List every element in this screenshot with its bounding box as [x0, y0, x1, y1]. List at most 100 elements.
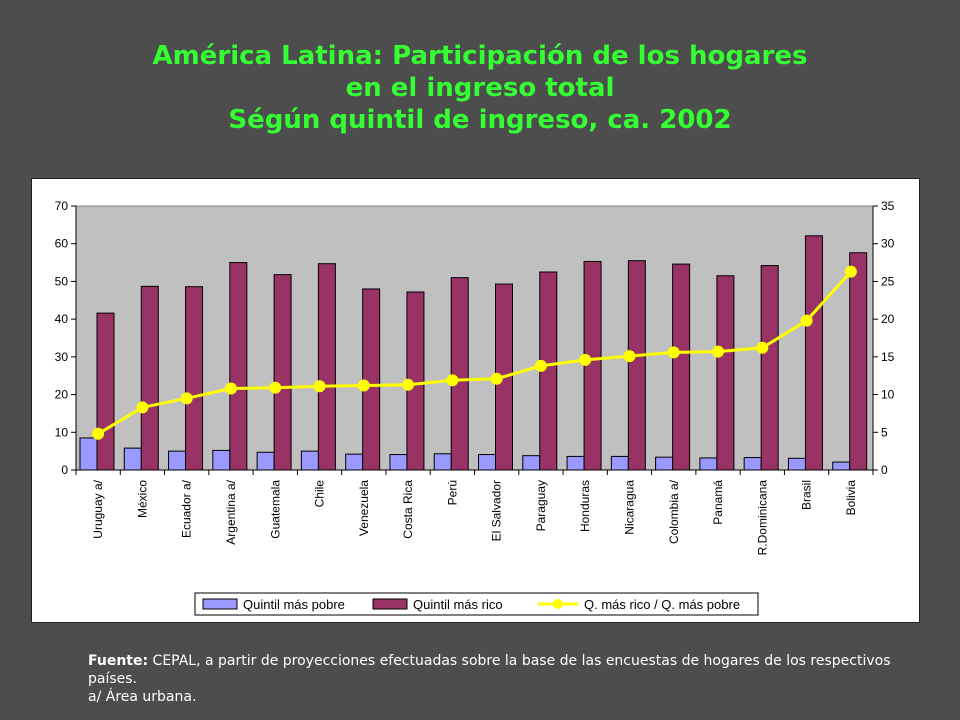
left-tick-label: 20 [55, 388, 69, 402]
left-tick-label: 0 [61, 463, 68, 477]
bar-richest [96, 312, 115, 471]
ratio-point [800, 314, 813, 327]
bar-richest [804, 235, 823, 471]
bar-richest [716, 275, 735, 471]
bar-richest [229, 262, 248, 471]
category-label: Brasil [800, 480, 814, 510]
ratio-point [92, 427, 105, 440]
bar-poorest [655, 456, 674, 471]
bar-poorest [522, 455, 541, 471]
bar-poorest [300, 450, 319, 471]
left-tick-label: 60 [55, 237, 69, 251]
category-label: Nicaragua [622, 480, 636, 535]
bar-poorest [79, 437, 98, 471]
chart-svg: 0 10 20 30 40 50 60 70 0 5 10 15 20 25 30 35 Uruguay a/M… [55, 199, 895, 616]
right-tick-label: 10 [881, 388, 895, 402]
plot-area [75, 205, 874, 471]
title-line-2: en el ingreso total [345, 73, 615, 103]
bar-richest [583, 260, 602, 471]
bar-poorest [433, 453, 452, 471]
bar-richest [672, 263, 691, 471]
bar-richest [849, 252, 868, 471]
category-label: Honduras [578, 480, 592, 532]
footer: Fuente: CEPAL, a partir de proyecciones … [88, 652, 908, 706]
legend-swatch [202, 598, 238, 610]
category-label: El Salvador [490, 480, 504, 541]
legend-label: Q. más rico / Q. más pobre [584, 597, 740, 612]
left-tick-label: 70 [55, 199, 69, 213]
right-tick-label: 20 [881, 312, 895, 326]
category-label: Colombia a/ [667, 479, 681, 544]
ratio-point [534, 359, 547, 372]
ratio-point [313, 380, 326, 393]
bar-poorest [212, 449, 231, 471]
legend-swatch [372, 598, 408, 610]
ratio-point [667, 346, 680, 359]
source-label: Fuente: [88, 653, 149, 669]
bar-poorest [566, 455, 585, 471]
bar-poorest [168, 450, 187, 471]
title-line-1: América Latina: Participación de los hog… [152, 41, 808, 71]
ratio-point [180, 392, 193, 405]
category-label: Panamá [711, 480, 725, 525]
bar-poorest [832, 461, 851, 471]
legend-label: Quintil más rico [413, 597, 503, 612]
category-label: Chile [313, 480, 327, 508]
ratio-point [844, 265, 857, 278]
bar-richest [140, 285, 159, 471]
ratio-point [269, 381, 282, 394]
left-tick-label: 40 [55, 312, 69, 326]
left-tick-label: 50 [55, 274, 69, 288]
right-tick-label: 15 [881, 350, 895, 364]
category-label: Costa Rica [401, 480, 415, 539]
bar-richest [317, 263, 336, 471]
bar-richest [185, 286, 204, 471]
right-tick-label: 30 [881, 237, 895, 251]
ratio-point [490, 372, 503, 385]
bar-poorest [610, 455, 629, 471]
ratio-point [402, 378, 415, 391]
chart-title: América Latina: Participación de los hog… [0, 40, 960, 136]
ratio-point [136, 401, 149, 414]
ratio-point [623, 350, 636, 363]
bar-poorest [787, 457, 806, 471]
source-note: Fuente: CEPAL, a partir de proyecciones … [88, 652, 908, 688]
bar-poorest [256, 451, 275, 471]
bar-richest [627, 260, 646, 471]
bar-richest [273, 274, 292, 471]
bar-poorest [743, 457, 762, 471]
category-label: México [135, 480, 149, 518]
ratio-point [446, 374, 459, 387]
category-label: Perú [445, 480, 459, 505]
bar-richest [760, 265, 779, 471]
legend-label: Quintil más pobre [243, 597, 345, 612]
bar-poorest [389, 454, 408, 471]
source-text: CEPAL, a partir de proyecciones efectuad… [88, 653, 891, 687]
category-label: Ecuador a/ [180, 479, 194, 538]
bar-poorest [478, 454, 496, 471]
bar-poorest [345, 453, 364, 471]
category-label: Argentina a/ [224, 479, 238, 544]
left-tick-label: 30 [55, 350, 69, 364]
category-label: Venezuela [357, 480, 371, 536]
category-label: Bolivia [844, 480, 858, 516]
urban-note: a/ Área urbana. [88, 689, 197, 705]
bar-richest [362, 288, 381, 471]
ratio-point [712, 345, 725, 358]
right-tick-label: 35 [881, 199, 895, 213]
bar-richest [450, 277, 469, 471]
legend-swatch-point [553, 599, 563, 609]
category-label: Paraguay [534, 480, 548, 531]
right-tick-label: 5 [881, 425, 888, 439]
chart-area: 0 10 20 30 40 50 60 70 0 5 10 15 20 25 30 35 Uruguay a/M… [31, 178, 920, 623]
left-tick-label: 10 [55, 425, 69, 439]
right-tick-label: 25 [881, 274, 895, 288]
title-line-3: Ségún quintil de ingreso, ca. 2002 [228, 105, 732, 135]
category-label: R.Dominicana [755, 480, 769, 556]
ratio-point [224, 382, 237, 395]
ratio-line [97, 270, 852, 436]
ratio-point [579, 353, 592, 366]
right-tick-label: 0 [881, 463, 888, 477]
category-label: Uruguay a/ [91, 479, 105, 538]
bar-poorest [699, 457, 718, 471]
